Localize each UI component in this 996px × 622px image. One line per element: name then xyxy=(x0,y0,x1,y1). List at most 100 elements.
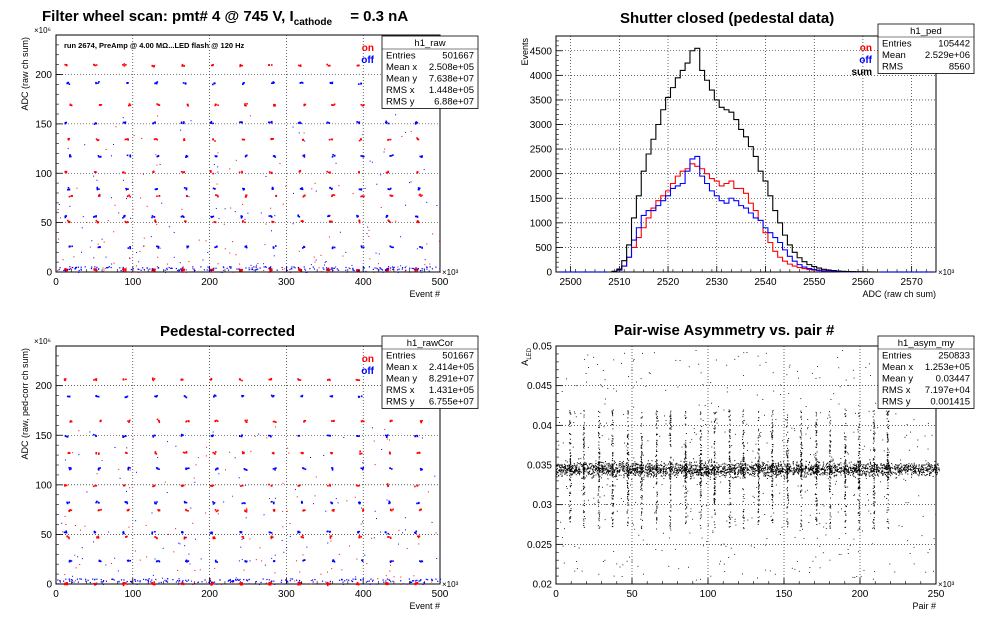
asym-point xyxy=(881,471,883,473)
asym-point xyxy=(784,469,786,471)
raw-point xyxy=(69,155,71,158)
raw-point xyxy=(321,271,323,273)
asym-point xyxy=(600,464,602,466)
rawcor-point xyxy=(244,509,246,512)
asym-point xyxy=(641,467,643,469)
asym-point xyxy=(592,465,594,467)
asym-point xyxy=(594,466,596,468)
rawcor-point xyxy=(248,578,250,581)
asym-point xyxy=(600,465,602,467)
asym-point xyxy=(705,468,707,470)
asym-point xyxy=(739,472,741,474)
raw-point xyxy=(420,271,422,273)
asym-point xyxy=(781,463,783,465)
asym-point xyxy=(590,466,592,468)
asym-point xyxy=(560,468,562,470)
asym-point xyxy=(660,465,662,467)
raw-ytick-label: 150 xyxy=(35,119,52,130)
asym-point xyxy=(918,468,920,470)
asym-point xyxy=(665,468,667,470)
raw-point xyxy=(224,248,226,250)
asym-point xyxy=(746,469,748,471)
raw-point xyxy=(126,188,128,191)
rawcor-point xyxy=(332,510,335,512)
raw-point xyxy=(304,140,306,142)
rawcor-point xyxy=(97,537,100,539)
raw-point xyxy=(272,155,275,157)
asym-point xyxy=(740,467,742,469)
raw-point xyxy=(314,182,316,184)
asym-point xyxy=(632,468,634,470)
rawcor-point xyxy=(135,550,137,552)
raw-point xyxy=(297,266,300,269)
asym-point xyxy=(899,469,901,471)
asym-point xyxy=(907,467,909,469)
rawcor-point xyxy=(212,537,215,540)
raw-point xyxy=(353,269,355,272)
rawcor-point xyxy=(332,559,335,562)
rawcor-point xyxy=(387,536,389,538)
asym-point xyxy=(638,470,640,472)
asym-point xyxy=(846,469,848,471)
raw-point xyxy=(380,268,383,270)
rawcor-point xyxy=(296,496,298,498)
asym-point xyxy=(589,463,591,465)
asym-point xyxy=(903,469,905,471)
asym-point xyxy=(798,473,800,475)
raw-point xyxy=(345,251,347,253)
rawcor-stats-frame xyxy=(381,335,479,409)
asym-point xyxy=(869,471,871,473)
asym-point xyxy=(652,468,654,470)
rawcor-point xyxy=(358,536,361,539)
rawcor-point xyxy=(329,379,331,382)
asym-point xyxy=(751,468,753,470)
rawcor-point xyxy=(420,420,422,423)
raw-point xyxy=(115,126,117,128)
asym-point xyxy=(617,471,619,473)
asym-point xyxy=(917,470,919,472)
rawcor-point xyxy=(65,484,68,487)
rawcor-point xyxy=(297,583,299,586)
raw-point xyxy=(180,268,182,270)
asym-point xyxy=(704,471,706,473)
asym-point xyxy=(591,465,593,467)
asym-point xyxy=(822,469,824,471)
raw-xtick-label: 400 xyxy=(355,277,372,288)
rawcor-point xyxy=(360,395,363,398)
asym-point xyxy=(848,473,850,475)
asym-point xyxy=(762,467,764,469)
asym-point xyxy=(628,473,630,475)
rawcor-point xyxy=(187,579,190,581)
rawcor-point xyxy=(184,545,186,547)
rawcor-point xyxy=(181,530,183,533)
asym-point xyxy=(579,473,581,475)
asym-xtick-label: 0 xyxy=(553,589,559,600)
raw-point xyxy=(301,187,303,189)
raw-point xyxy=(305,269,307,271)
raw-point xyxy=(125,187,127,190)
asym-point xyxy=(674,468,676,470)
rawcor-point xyxy=(420,508,423,511)
raw-point xyxy=(97,221,99,224)
asym-ylabel: ALED xyxy=(520,347,533,365)
raw-point xyxy=(102,267,104,269)
raw-point xyxy=(252,271,254,273)
rawcor-point xyxy=(361,559,364,562)
raw-point xyxy=(81,227,83,229)
raw-point xyxy=(62,259,64,261)
asym-point xyxy=(804,468,806,470)
asym-point xyxy=(935,469,937,471)
asym-point xyxy=(709,469,711,471)
raw-point xyxy=(248,267,250,269)
asym-point xyxy=(559,473,561,475)
rawcor-point xyxy=(298,582,301,585)
rawcor-point xyxy=(377,578,379,580)
asym-point xyxy=(647,460,649,462)
asym-point xyxy=(660,470,662,472)
asym-point xyxy=(801,470,803,472)
raw-point xyxy=(69,266,71,268)
asym-point xyxy=(930,465,932,467)
raw-point xyxy=(240,215,243,218)
rawcor-point xyxy=(272,395,275,397)
rawcor-point xyxy=(330,535,333,537)
